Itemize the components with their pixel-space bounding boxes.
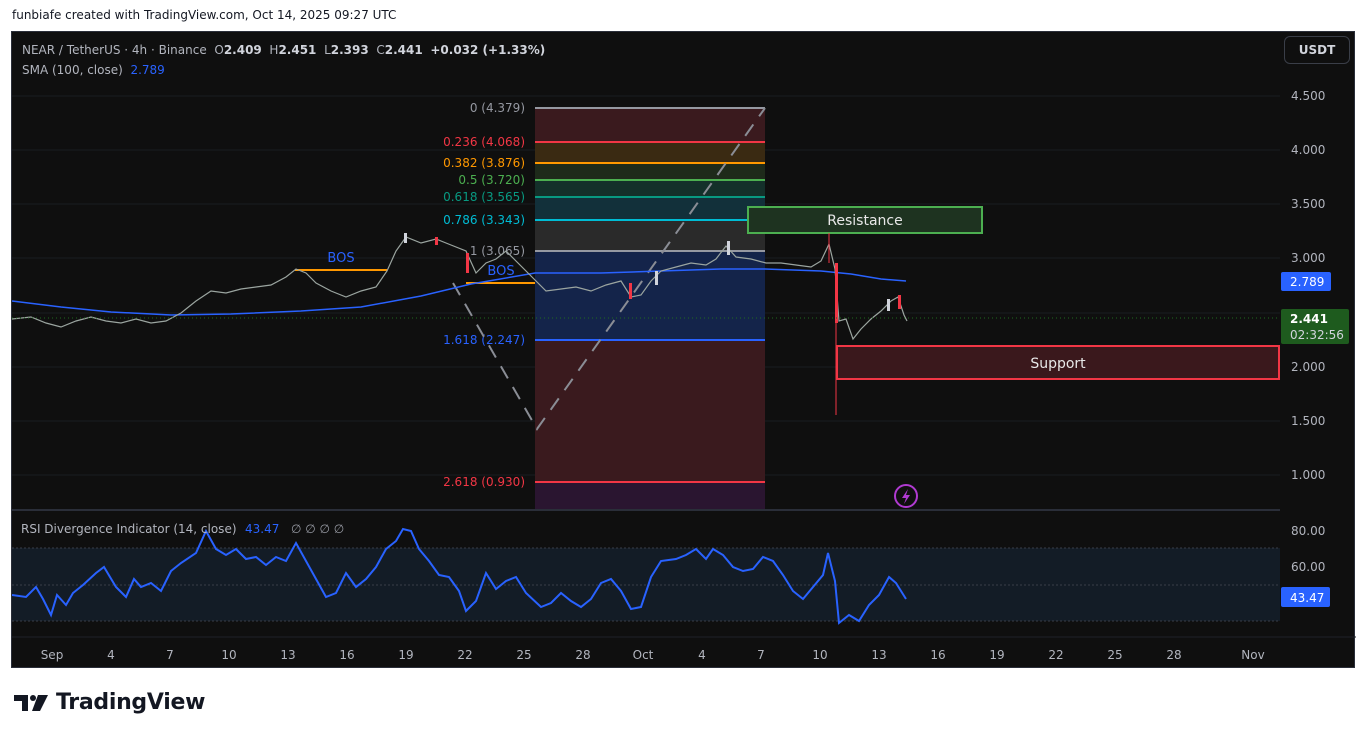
fib-level-05: 0.5 (3.720) (458, 173, 525, 187)
sma-line[interactable] (12, 268, 907, 316)
svg-text:10: 10 (221, 648, 236, 662)
rsi-value: 43.47 (245, 522, 279, 536)
symbol-legend-row: NEAR / TetherUS · 4h · Binance O2.409 H2… (22, 43, 546, 57)
rsi-label: RSI Divergence Indicator (14, close) (21, 522, 237, 536)
svg-text:4.500: 4.500 (1291, 89, 1325, 103)
fib-level-0786: 0.786 (3.343) (443, 213, 525, 227)
candlesticks[interactable] (12, 233, 908, 415)
tradingview-logo-icon (14, 694, 48, 711)
brand-name: TradingView (56, 690, 206, 715)
fib-level-0382: 0.382 (3.876) (443, 156, 525, 170)
svg-text:22: 22 (1048, 648, 1063, 662)
svg-text:13: 13 (871, 648, 886, 662)
fib-level-1618: 1.618 (2.247) (443, 333, 525, 347)
svg-text:80.00: 80.00 (1291, 524, 1325, 538)
svg-text:3.500: 3.500 (1291, 197, 1325, 211)
ohlc-low: 2.393 (330, 43, 369, 57)
bos-label-1: BOS (327, 251, 354, 266)
rsi-badge: 43.47 (1290, 591, 1324, 605)
svg-text:Oct: Oct (633, 648, 654, 662)
svg-text:7: 7 (166, 648, 174, 662)
fib-level-2618: 2.618 (0.930) (443, 475, 525, 489)
fib-level-0236: 0.236 (4.068) (443, 135, 525, 149)
resistance-zone[interactable]: Resistance (747, 206, 983, 234)
ohlc-close: 2.441 (384, 43, 423, 57)
candle-countdown: 02:32:56 (1290, 328, 1344, 342)
fib-level-0618: 0.618 (3.565) (443, 190, 525, 204)
tradingview-logo[interactable]: TradingView (14, 690, 205, 715)
svg-text:4: 4 (698, 648, 706, 662)
svg-text:28: 28 (575, 648, 590, 662)
lightning-icon[interactable] (894, 484, 918, 508)
svg-text:10: 10 (812, 648, 827, 662)
bos-label-2: BOS (487, 264, 514, 279)
sma-legend-row[interactable]: SMA (100, close) 2.789 (22, 60, 545, 80)
svg-text:4: 4 (107, 648, 115, 662)
svg-text:3.000: 3.000 (1291, 251, 1325, 265)
rsi-extras: ∅ ∅ ∅ ∅ (291, 522, 344, 536)
svg-text:Sep: Sep (41, 648, 64, 662)
svg-text:19: 19 (398, 648, 413, 662)
chart-legend: NEAR / TetherUS · 4h · Binance O2.409 H2… (22, 40, 545, 80)
sma-value: 2.789 (130, 63, 165, 77)
svg-text:25: 25 (516, 648, 531, 662)
support-label: Support (1030, 356, 1086, 372)
svg-text:13: 13 (280, 648, 295, 662)
svg-text:7: 7 (757, 648, 765, 662)
svg-text:22: 22 (457, 648, 472, 662)
rsi-pane[interactable]: RSI Divergence Indicator (14, close) 43.… (12, 522, 1280, 625)
time-axis[interactable]: Sep 4 7 10 13 16 19 22 25 28 Oct 4 7 10 … (41, 648, 1265, 662)
svg-text:2.000: 2.000 (1291, 360, 1325, 374)
symbol-name[interactable]: NEAR / TetherUS · 4h · Binance (22, 43, 207, 57)
price-axis[interactable]: 4.500 4.000 3.500 3.000 2.000 1.500 1.00… (1281, 89, 1349, 607)
fib-level-0: 0 (4.379) (470, 101, 525, 115)
svg-text:60.00: 60.00 (1291, 560, 1325, 574)
svg-text:4.000: 4.000 (1291, 143, 1325, 157)
svg-text:25: 25 (1107, 648, 1122, 662)
currency-button[interactable]: USDT (1284, 36, 1350, 64)
chart-credit: funbiafe created with TradingView.com, O… (12, 8, 397, 22)
support-zone[interactable]: Support (836, 345, 1280, 380)
ohlc-change: +0.032 (+1.33%) (430, 43, 546, 57)
svg-text:16: 16 (339, 648, 354, 662)
chart-frame[interactable]: NEAR / TetherUS · 4h · Binance O2.409 H2… (11, 31, 1356, 669)
fib-level-1: 1 (3.065) (470, 244, 525, 258)
svg-text:28: 28 (1166, 648, 1181, 662)
fibonacci-extension[interactable]: 0 (4.379) 0.236 (4.068) 0.382 (3.876) 0.… (443, 101, 766, 510)
last-price-badge: 2.441 (1290, 312, 1328, 326)
svg-text:Nov: Nov (1241, 648, 1264, 662)
svg-text:1.000: 1.000 (1291, 468, 1325, 482)
sma-label: SMA (100, close) (22, 63, 123, 77)
resistance-label: Resistance (827, 213, 902, 229)
ohlc-open: 2.409 (223, 43, 262, 57)
chart-canvas[interactable]: 0 (4.379) 0.236 (4.068) 0.382 (3.876) 0.… (12, 32, 1356, 669)
sma-price-badge: 2.789 (1290, 275, 1324, 289)
svg-text:1.500: 1.500 (1291, 414, 1325, 428)
ohlc-high: 2.451 (278, 43, 317, 57)
svg-text:19: 19 (989, 648, 1004, 662)
svg-text:16: 16 (930, 648, 945, 662)
